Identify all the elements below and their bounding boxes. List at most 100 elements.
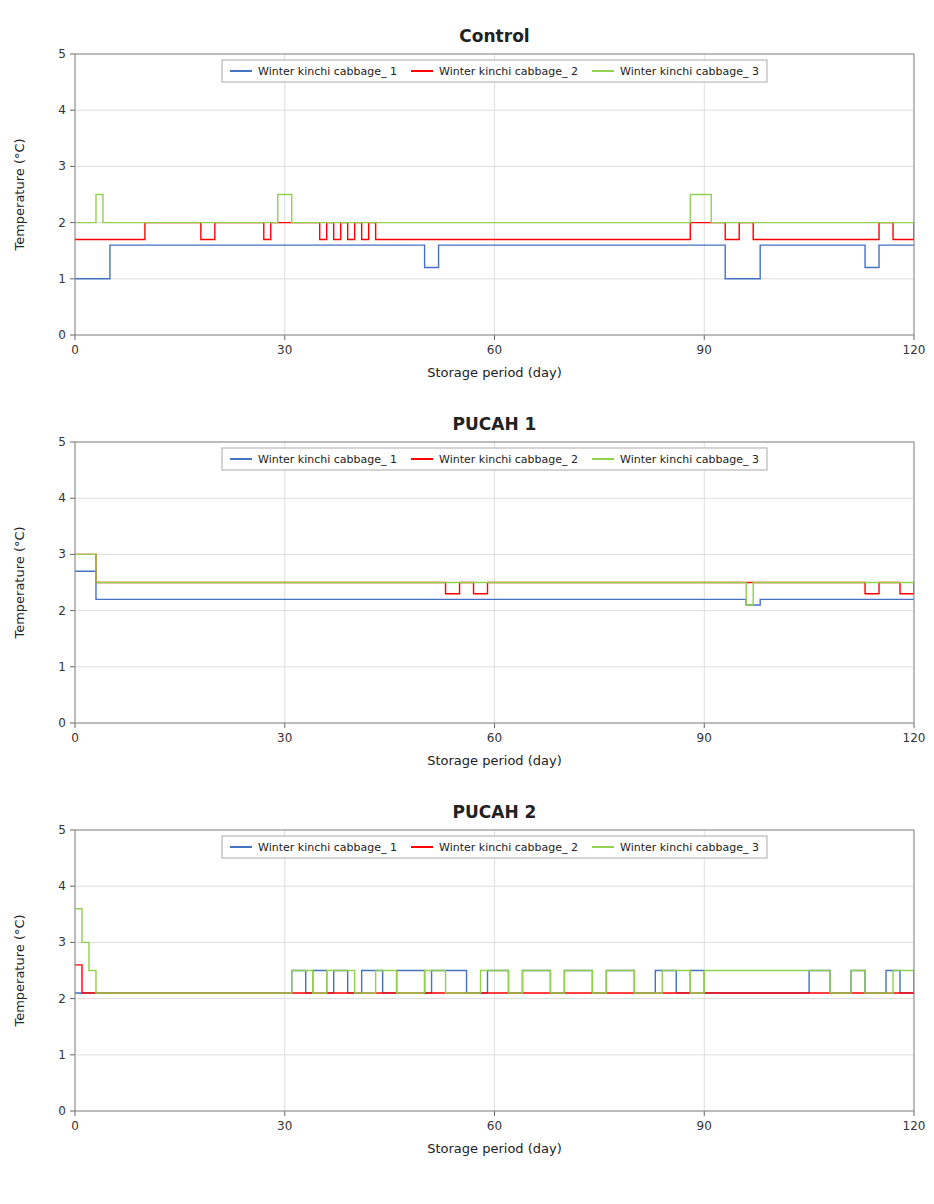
legend-label: Winter kinchi cabbage_ 3	[620, 65, 759, 78]
x-tick-label: 90	[697, 731, 712, 745]
panel: PUCAH 20306090120012345Storage period (d…	[12, 802, 925, 1156]
legend-box	[222, 836, 767, 858]
panel-title: Control	[459, 26, 529, 46]
grid-line-x	[284, 830, 285, 1111]
legend-label: Winter kinchi cabbage_ 2	[439, 65, 578, 78]
y-tick-label: 3	[58, 935, 66, 949]
y-tick-label: 5	[58, 435, 66, 449]
legend-swatch	[411, 70, 433, 72]
series-line	[75, 965, 914, 993]
panel: PUCAH 10306090120012345Storage period (d…	[12, 414, 925, 768]
x-tick-label: 120	[903, 731, 926, 745]
x-axis-label: Storage period (day)	[427, 365, 562, 380]
legend-swatch	[230, 846, 252, 848]
x-tick-label: 120	[903, 343, 926, 357]
y-axis-label: Temperature (°C)	[12, 914, 27, 1027]
legend-item: Winter kinchi cabbage_ 1	[230, 453, 397, 466]
legend-item: Winter kinchi cabbage_ 3	[592, 453, 759, 466]
x-tick	[284, 723, 285, 728]
x-tick	[914, 1111, 915, 1116]
grid-line-y	[75, 278, 914, 279]
legend-swatch	[592, 458, 614, 460]
x-tick	[704, 723, 705, 728]
x-tick	[494, 723, 495, 728]
y-tick	[70, 166, 75, 167]
grid-line-y	[75, 610, 914, 611]
series-line	[75, 223, 914, 240]
legend: Winter kinchi cabbage_ 1 Winter kinchi ca…	[222, 60, 767, 82]
x-tick-label: 0	[71, 343, 79, 357]
x-axis-label: Storage period (day)	[427, 753, 562, 768]
grid-line-x	[494, 54, 495, 335]
y-tick-label: 1	[58, 660, 66, 674]
series-line	[75, 195, 914, 223]
legend-label: Winter kinchi cabbage_ 1	[258, 65, 397, 78]
legend-label: Winter kinchi cabbage_ 1	[258, 841, 397, 854]
y-tick	[70, 335, 75, 336]
x-tick	[914, 335, 915, 340]
y-tick-label: 0	[58, 328, 66, 342]
panel-title: PUCAH 2	[453, 802, 537, 822]
legend-label: Winter kinchi cabbage_ 2	[439, 841, 578, 854]
legend-label: Winter kinchi cabbage_ 3	[620, 841, 759, 854]
y-tick	[70, 278, 75, 279]
series-group	[75, 554, 914, 605]
plot-frame	[75, 442, 914, 723]
x-tick-label: 90	[697, 343, 712, 357]
x-axis-label: Storage period (day)	[427, 1141, 562, 1156]
y-tick-label: 4	[58, 103, 66, 117]
grid-line-y	[75, 886, 914, 887]
x-tick-label: 30	[277, 1119, 292, 1133]
legend-label: Winter kinchi cabbage_ 1	[258, 453, 397, 466]
y-tick-label: 0	[58, 1104, 66, 1118]
y-tick	[70, 998, 75, 999]
legend-item: Winter kinchi cabbage_ 1	[230, 65, 397, 78]
x-tick	[75, 723, 76, 728]
plot-frame	[75, 54, 914, 335]
legend: Winter kinchi cabbage_ 1 Winter kinchi ca…	[222, 448, 767, 470]
grid	[75, 830, 914, 1111]
y-tick	[70, 886, 75, 887]
x-tick	[704, 335, 705, 340]
legend-swatch	[592, 846, 614, 848]
y-tick-label: 3	[58, 547, 66, 561]
x-tick	[914, 723, 915, 728]
x-tick-label: 0	[71, 1119, 79, 1133]
x-tick-label: 0	[71, 731, 79, 745]
y-tick	[70, 942, 75, 943]
y-tick-label: 4	[58, 879, 66, 893]
grid-line-y	[75, 998, 914, 999]
x-tick-label: 60	[487, 731, 502, 745]
x-tick	[75, 335, 76, 340]
series-line	[75, 245, 914, 279]
plot-frame	[75, 830, 914, 1111]
series-line	[75, 909, 914, 993]
series-line	[75, 971, 914, 993]
y-tick	[70, 498, 75, 499]
grid-line-y	[75, 554, 914, 555]
y-tick-label: 3	[58, 159, 66, 173]
y-tick	[70, 1054, 75, 1055]
y-tick	[70, 830, 75, 831]
y-axis-label: Temperature (°C)	[12, 526, 27, 639]
legend-item: Winter kinchi cabbage_ 2	[411, 453, 578, 466]
y-tick	[70, 723, 75, 724]
y-tick-label: 4	[58, 491, 66, 505]
x-tick-label: 120	[903, 1119, 926, 1133]
y-tick-label: 1	[58, 1048, 66, 1062]
grid-line-y	[75, 166, 914, 167]
y-tick	[70, 110, 75, 111]
legend-swatch	[592, 70, 614, 72]
y-tick	[70, 610, 75, 611]
x-tick-label: 90	[697, 1119, 712, 1133]
series-line	[75, 554, 914, 605]
legend-label: Winter kinchi cabbage_ 2	[439, 453, 578, 466]
x-tick	[494, 335, 495, 340]
legend-item: Winter kinchi cabbage_ 3	[592, 65, 759, 78]
panel: Control0306090120012345Storage period (d…	[12, 26, 925, 380]
y-tick	[70, 1111, 75, 1112]
y-tick-label: 2	[58, 216, 66, 230]
legend: Winter kinchi cabbage_ 1 Winter kinchi ca…	[222, 836, 767, 858]
grid-line-y	[75, 498, 914, 499]
x-tick	[494, 1111, 495, 1116]
